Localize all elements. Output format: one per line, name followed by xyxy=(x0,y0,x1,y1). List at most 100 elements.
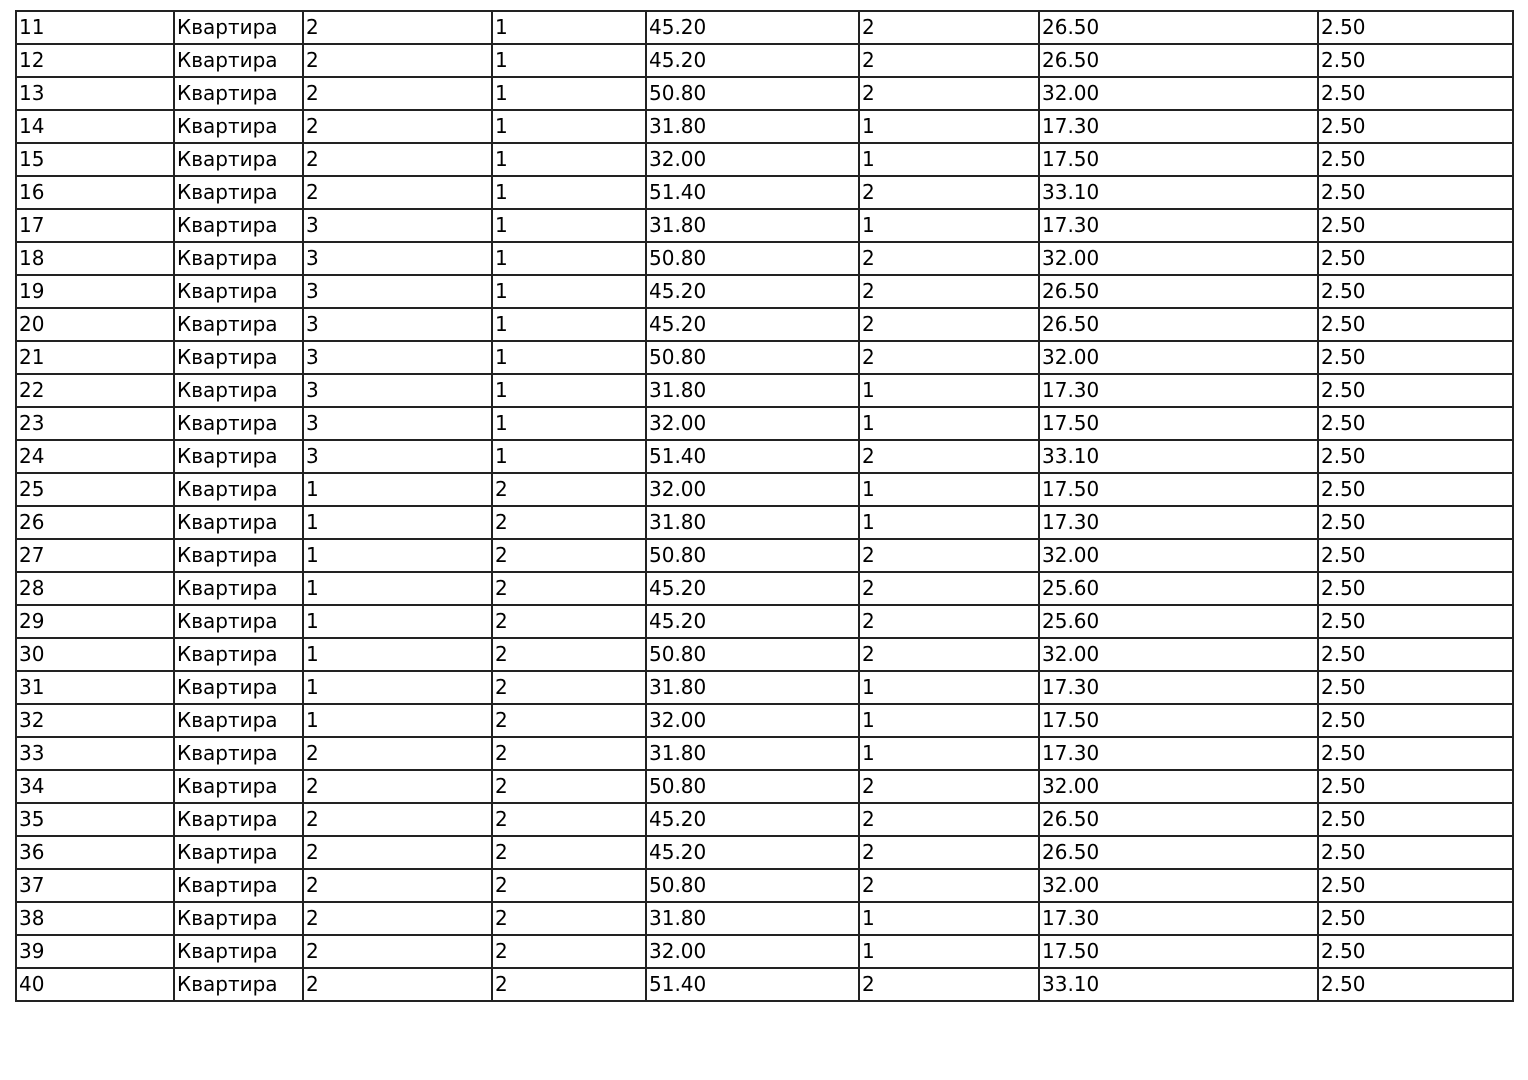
table-row: 26 Квартира 1 2 31.80 1 17.30 2.50 xyxy=(15,505,1514,540)
table-cell: Квартира xyxy=(173,472,304,507)
table-cell: 1 xyxy=(491,208,647,243)
table-cell: Квартира xyxy=(173,769,304,804)
table-cell: 32.00 xyxy=(645,934,860,969)
table-cell: 2 xyxy=(302,142,493,177)
table-cell: 45.20 xyxy=(645,571,860,606)
table-cell: 1 xyxy=(858,406,1040,441)
table-cell: 3 xyxy=(302,274,493,309)
table-cell: 31.80 xyxy=(645,109,860,144)
table-cell: 17.50 xyxy=(1038,142,1319,177)
table-cell: 2.50 xyxy=(1317,406,1514,441)
table-cell: 2.50 xyxy=(1317,439,1514,474)
table-cell: 1 xyxy=(302,703,493,738)
table-cell: 2.50 xyxy=(1317,934,1514,969)
table-cell: 15 xyxy=(15,142,175,177)
table-cell: 2 xyxy=(858,835,1040,870)
table-cell: 3 xyxy=(302,406,493,441)
table-cell: 32.00 xyxy=(645,472,860,507)
table-cell: 2.50 xyxy=(1317,670,1514,705)
table-cell: 1 xyxy=(491,373,647,408)
table-cell: 2 xyxy=(302,43,493,78)
table-row: 25 Квартира 1 2 32.00 1 17.50 2.50 xyxy=(15,472,1514,507)
table-row: 12 Квартира 2 1 45.20 2 26.50 2.50 xyxy=(15,43,1514,78)
table-cell: 2 xyxy=(491,802,647,837)
table-cell: 2 xyxy=(302,868,493,903)
table-cell: 2.50 xyxy=(1317,571,1514,606)
table-cell: 2 xyxy=(858,10,1040,45)
table-row: 32 Квартира 1 2 32.00 1 17.50 2.50 xyxy=(15,703,1514,738)
table-cell: 31.80 xyxy=(645,208,860,243)
table-cell: 2 xyxy=(302,769,493,804)
table-cell: 1 xyxy=(858,373,1040,408)
table-cell: Квартира xyxy=(173,76,304,111)
table-cell: 1 xyxy=(858,703,1040,738)
table-cell: 1 xyxy=(302,538,493,573)
table-cell: Квартира xyxy=(173,175,304,210)
table-cell: 26 xyxy=(15,505,175,540)
table-cell: 2 xyxy=(302,10,493,45)
table-cell: 1 xyxy=(491,274,647,309)
table-cell: 2 xyxy=(858,340,1040,375)
table-cell: 2 xyxy=(491,703,647,738)
table-cell: 2 xyxy=(858,76,1040,111)
table-cell: 2.50 xyxy=(1317,637,1514,672)
table-cell: 1 xyxy=(491,175,647,210)
table-cell: 50.80 xyxy=(645,637,860,672)
table-cell: Квартира xyxy=(173,637,304,672)
table-cell: 1 xyxy=(858,142,1040,177)
table-cell: 2.50 xyxy=(1317,769,1514,804)
table-cell: 2 xyxy=(858,967,1040,1002)
table-cell: 2.50 xyxy=(1317,868,1514,903)
table-cell: 2.50 xyxy=(1317,274,1514,309)
table-row: 16 Квартира 2 1 51.40 2 33.10 2.50 xyxy=(15,175,1514,210)
table-cell: 2.50 xyxy=(1317,538,1514,573)
table-cell: 50.80 xyxy=(645,76,860,111)
table-cell: 45.20 xyxy=(645,835,860,870)
table-cell: 1 xyxy=(302,604,493,639)
table-cell: 2.50 xyxy=(1317,604,1514,639)
table-cell: 2 xyxy=(858,439,1040,474)
table-cell: 2 xyxy=(302,835,493,870)
table-cell: 2 xyxy=(302,76,493,111)
table-cell: 17.50 xyxy=(1038,406,1319,441)
table-cell: 1 xyxy=(858,934,1040,969)
table-row: 34 Квартира 2 2 50.80 2 32.00 2.50 xyxy=(15,769,1514,804)
table-cell: 17.30 xyxy=(1038,373,1319,408)
table-cell: Квартира xyxy=(173,670,304,705)
table-cell: 17.30 xyxy=(1038,670,1319,705)
table-cell: Квартира xyxy=(173,241,304,276)
table-cell: 2 xyxy=(491,901,647,936)
table-cell: 17.50 xyxy=(1038,472,1319,507)
table-cell: 50.80 xyxy=(645,868,860,903)
table-cell: 1 xyxy=(491,10,647,45)
table-cell: 1 xyxy=(302,637,493,672)
table-cell: 51.40 xyxy=(645,967,860,1002)
table-row: 30 Квартира 1 2 50.80 2 32.00 2.50 xyxy=(15,637,1514,672)
table-cell: 32.00 xyxy=(1038,769,1319,804)
table-cell: 1 xyxy=(302,505,493,540)
table-cell: Квартира xyxy=(173,703,304,738)
table-cell: 45.20 xyxy=(645,274,860,309)
table-cell: 2.50 xyxy=(1317,967,1514,1002)
table-cell: 2.50 xyxy=(1317,505,1514,540)
table-cell: 1 xyxy=(302,571,493,606)
table-row: 19 Квартира 3 1 45.20 2 26.50 2.50 xyxy=(15,274,1514,309)
table-cell: 14 xyxy=(15,109,175,144)
table-cell: Квартира xyxy=(173,604,304,639)
table-cell: 50.80 xyxy=(645,538,860,573)
table-cell: 2 xyxy=(858,307,1040,342)
table-cell: 45.20 xyxy=(645,802,860,837)
table-cell: 2 xyxy=(302,901,493,936)
table-cell: 27 xyxy=(15,538,175,573)
table-cell: Квартира xyxy=(173,934,304,969)
table-cell: 26.50 xyxy=(1038,802,1319,837)
table-cell: 32.00 xyxy=(1038,340,1319,375)
table-cell: 1 xyxy=(491,340,647,375)
table-cell: 17.30 xyxy=(1038,208,1319,243)
table-cell: 13 xyxy=(15,76,175,111)
table-cell: 26.50 xyxy=(1038,10,1319,45)
table-cell: 51.40 xyxy=(645,439,860,474)
table-cell: 33 xyxy=(15,736,175,771)
table-cell: 32.00 xyxy=(1038,538,1319,573)
table-cell: 40 xyxy=(15,967,175,1002)
